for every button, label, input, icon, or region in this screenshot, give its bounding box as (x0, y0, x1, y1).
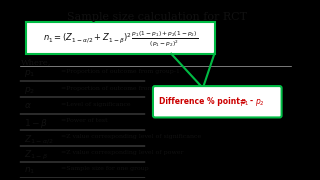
Text: =Proportion of outcome from group-1: =Proportion of outcome from group-1 (61, 69, 180, 74)
Text: $p_1$: $p_1$ (240, 97, 250, 108)
Text: $n_1$: $n_1$ (24, 165, 36, 176)
Text: Difference % point=: Difference % point= (159, 97, 246, 106)
Text: =Z value corresponding level of significance: =Z value corresponding level of signific… (61, 134, 201, 139)
Text: $Z_{1-\alpha/2}$: $Z_{1-\alpha/2}$ (24, 133, 54, 146)
Text: =Power of test: =Power of test (61, 118, 108, 123)
Text: -: - (250, 97, 253, 106)
FancyBboxPatch shape (153, 86, 282, 117)
Text: $1-\beta$: $1-\beta$ (24, 117, 49, 130)
Text: $p_1$: $p_1$ (24, 68, 36, 79)
Text: $p_2$: $p_2$ (255, 97, 264, 108)
Text: $Z_{1-\beta}$: $Z_{1-\beta}$ (24, 149, 48, 162)
Text: $p_2$: $p_2$ (24, 85, 36, 96)
Text: =Level of significance: =Level of significance (61, 102, 131, 107)
FancyBboxPatch shape (26, 22, 215, 54)
Text: =Proportion of outcome from group-2: =Proportion of outcome from group-2 (61, 86, 180, 91)
Text: Sample size calculation for RCT: Sample size calculation for RCT (67, 12, 247, 22)
Text: =Z value corresponding level of power: =Z value corresponding level of power (61, 150, 183, 155)
Text: $n_1 = (Z_{1-\alpha/2} + Z_{1-\beta})^2\,\frac{p_1(1-p_1)+p_2(1-p_2)}{(p_1-p_2)^: $n_1 = (Z_{1-\alpha/2} + Z_{1-\beta})^2\… (43, 29, 198, 49)
Text: =Sample size for one group: =Sample size for one group (61, 166, 148, 171)
Text: $\alpha$: $\alpha$ (24, 101, 32, 110)
Text: Where,: Where, (20, 58, 51, 66)
